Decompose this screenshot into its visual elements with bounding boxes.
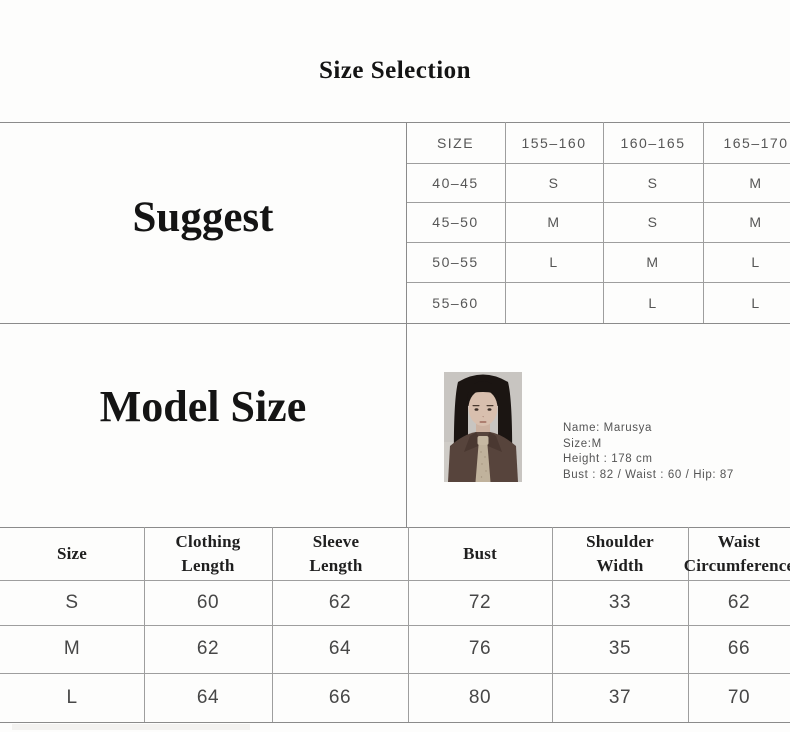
size-cell: 66	[727, 638, 751, 659]
divider-model-top	[0, 323, 790, 324]
suggest-row-line-4	[406, 282, 790, 283]
size-cell: 70	[727, 686, 751, 708]
suggest-col-line-2	[603, 122, 604, 323]
table-row-line-1	[0, 580, 790, 581]
model-size-heading: Model Size	[99, 382, 307, 431]
table-row-line-2	[0, 625, 790, 626]
suggest-cell	[505, 282, 603, 323]
size-cell: 60	[196, 591, 220, 613]
suggest-header-165-170: 165–170	[723, 134, 789, 151]
suggest-cell: M	[646, 254, 660, 270]
model-photo	[444, 372, 522, 482]
suggest-cell: M	[749, 214, 763, 230]
size-cell: 62	[727, 591, 751, 613]
suggest-cell: S	[647, 214, 659, 230]
size-cell: 66	[328, 686, 352, 708]
suggest-row-line-2	[406, 202, 790, 203]
size-row-label: M	[63, 638, 81, 659]
suggest-cell: S	[548, 174, 560, 191]
table-col-line-4	[552, 527, 553, 722]
col-header-clothing-length: Clothing Length	[175, 531, 241, 575]
suggest-header-160-165: 160–165	[620, 134, 686, 151]
model-size: Size:M	[563, 437, 602, 450]
divider-table-top	[0, 527, 790, 528]
size-cell: 62	[196, 638, 220, 659]
suggest-cell: M	[749, 174, 763, 191]
suggest-row-label: 55–60	[432, 294, 479, 311]
size-cell: 80	[468, 686, 492, 708]
size-cell: 76	[468, 638, 492, 659]
suggest-row-label: 40–45	[432, 174, 479, 191]
size-cell: 62	[328, 591, 352, 613]
col-header-shoulder-width: Shoulder Width	[586, 531, 654, 575]
table-col-line-3	[408, 527, 409, 722]
size-cell: 72	[468, 591, 492, 613]
suggest-cell: L	[751, 254, 761, 270]
col-header-waist-circumference: Waist Circumference	[683, 531, 790, 575]
size-cell: 64	[328, 638, 352, 659]
table-col-line-2	[272, 527, 273, 722]
suggest-cell: L	[751, 294, 761, 311]
suggest-cell: L	[648, 294, 658, 311]
suggest-row-label: 45–50	[432, 214, 479, 230]
page-title: Size Selection	[318, 57, 472, 84]
divider-suggest-top	[0, 122, 790, 123]
model-name: Name: Marusya	[563, 422, 652, 434]
size-row-label: S	[65, 591, 79, 613]
suggest-col-line-3	[703, 122, 704, 323]
suggest-heading: Suggest	[132, 194, 274, 241]
col-header-bust: Bust	[463, 543, 497, 563]
suggest-row-line-1	[406, 163, 790, 164]
model-measurements: Bust : 82 / Waist : 60 / Hip: 87	[563, 468, 734, 481]
suggest-header-155-160: 155–160	[521, 134, 587, 151]
suggest-cell: S	[647, 174, 659, 191]
section-vertical-divider	[406, 122, 407, 527]
suggest-row-label: 50–55	[432, 254, 479, 270]
divider-table-bottom	[0, 722, 790, 723]
table-row-line-3	[0, 673, 790, 674]
suggest-row-line-3	[406, 242, 790, 243]
size-cell: 33	[608, 591, 632, 613]
background-smudge	[12, 724, 250, 730]
suggest-header-size: SIZE	[436, 134, 475, 151]
size-cell: 35	[608, 638, 632, 659]
table-col-line-1	[144, 527, 145, 722]
suggest-cell: M	[547, 214, 561, 230]
suggest-col-line-1	[505, 122, 506, 323]
col-header-sleeve-length: Sleeve Length	[309, 531, 363, 575]
suggest-cell: L	[549, 254, 559, 270]
table-col-line-5	[688, 527, 689, 722]
size-cell: 37	[608, 686, 632, 708]
model-info-block: Name: Marusya Size:M Height : 178 cm Bus…	[563, 421, 734, 483]
model-height: Height : 178 cm	[563, 453, 653, 465]
size-row-label: L	[66, 686, 78, 708]
col-header-size: Size	[56, 543, 88, 563]
size-cell: 64	[196, 686, 220, 708]
